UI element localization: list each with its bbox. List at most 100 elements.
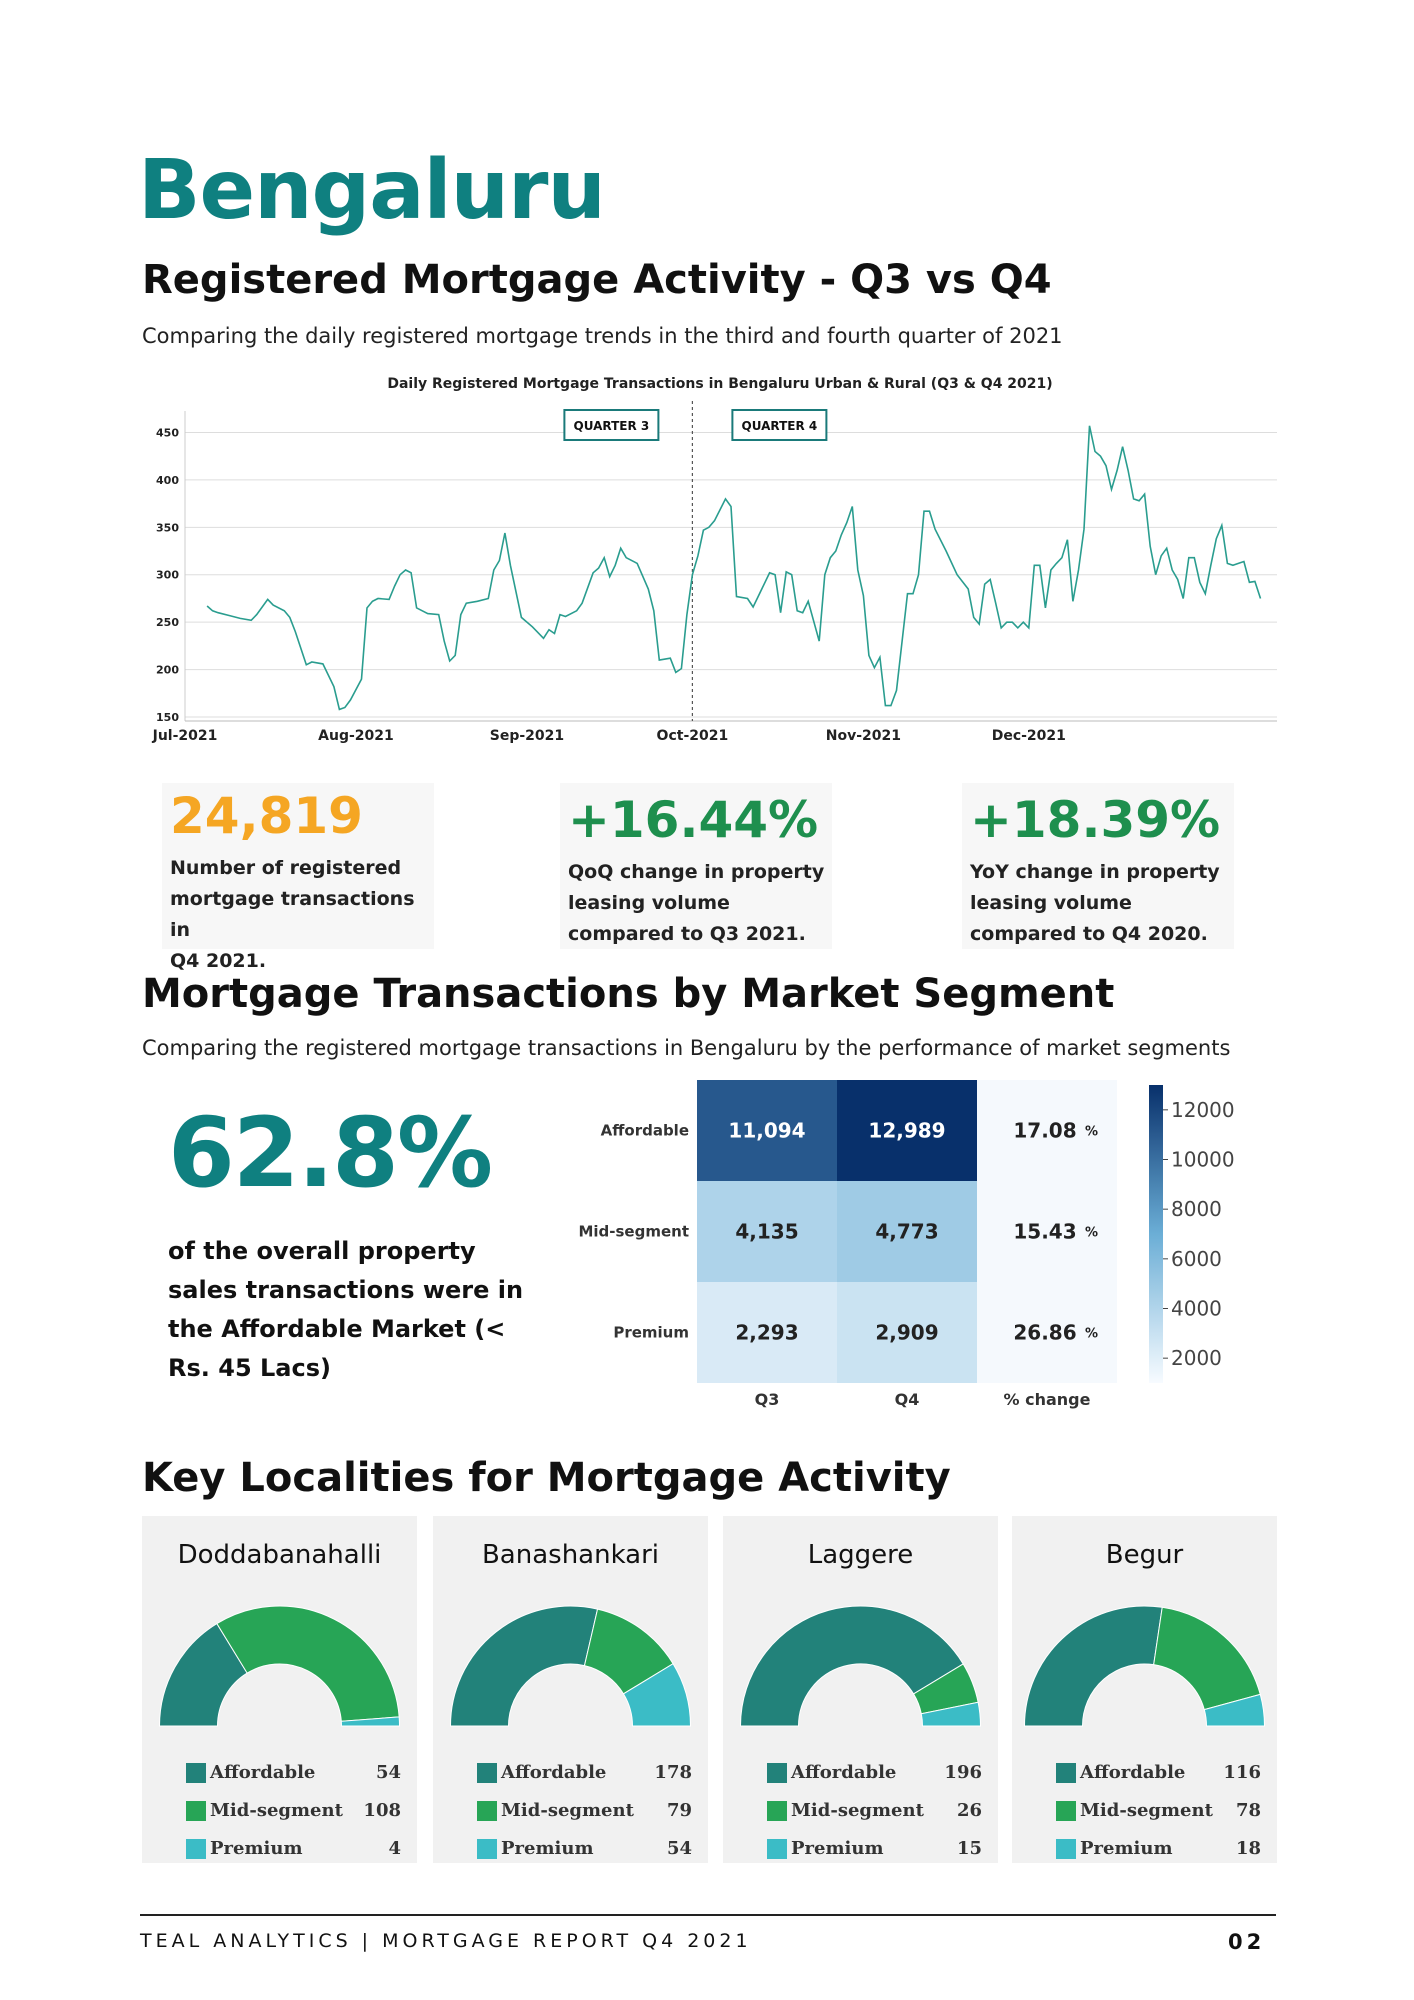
legend-label: Affordable	[1080, 1762, 1186, 1783]
locality-title: Begur	[1105, 1540, 1184, 1570]
stat-description: QoQ change in property leasing volume comp…	[568, 861, 825, 945]
legend-value: 54	[666, 1838, 692, 1859]
heatmap-colorbar	[1149, 1085, 1163, 1383]
legend-value: 15	[956, 1838, 982, 1859]
heatmap-row-label: Affordable	[601, 1122, 689, 1140]
locality-card: Laggere Affordable 196 Mid-segment 26 Premium…	[723, 1516, 998, 1863]
legend-label: Premium	[501, 1838, 594, 1859]
legend-value: 116	[1223, 1762, 1261, 1783]
legend-swatch	[1056, 1763, 1076, 1783]
donut-slice	[449, 1605, 599, 1727]
donut-slice	[1153, 1606, 1261, 1711]
quarter-label-box	[563, 409, 660, 441]
legend-value: 26	[956, 1800, 982, 1821]
locality-half-donut	[1023, 1605, 1266, 1727]
affordable-share-description: of the overall property sales transactio…	[168, 1237, 524, 1382]
heatmap-cell-value: 2,293	[735, 1321, 798, 1345]
heatmap-col-label: Q3	[755, 1390, 780, 1409]
legend-item: Premium 4	[186, 1838, 401, 1862]
legend-item: Premium 54	[477, 1838, 692, 1862]
footer-text: TEAL ANALYTICS | MORTGAGE REPORT Q4 2021	[140, 1930, 752, 1952]
legend-value: 196	[944, 1762, 982, 1783]
quarter-label-box	[731, 409, 828, 441]
stat-card-total: 24,819 Number of registered mortgage tran…	[162, 783, 434, 972]
donut-slice	[739, 1605, 964, 1727]
legend-label: Premium	[210, 1838, 303, 1859]
heatmap-cell-value: 11,094	[728, 1119, 805, 1143]
heatmap-cell	[697, 1282, 837, 1383]
legend-item: Mid-segment 79	[477, 1800, 692, 1824]
quarter-label: QUARTER 3	[574, 419, 650, 433]
donut-slice	[1203, 1693, 1266, 1727]
section-subtitle-market-segment: Comparing the registered mortgage transa…	[142, 1036, 1231, 1060]
legend-item: Premium 15	[767, 1838, 982, 1862]
legend-swatch	[186, 1763, 206, 1783]
x-tick-label: Aug-2021	[318, 728, 394, 744]
legend-item: Affordable 178	[477, 1762, 692, 1786]
heatmap-cell-value: 4,773	[875, 1220, 938, 1244]
donut-slice	[920, 1701, 982, 1727]
daily-mortgage-line-chart: Daily Registered Mortgage Transactions i…	[152, 376, 1277, 744]
city-title: Bengaluru	[138, 143, 606, 238]
legend-value: 79	[666, 1800, 692, 1821]
legend-item: Mid-segment 78	[1056, 1800, 1261, 1824]
donut-slice	[622, 1663, 692, 1727]
mortgage-series-line	[206, 425, 1262, 711]
donut-slice	[340, 1716, 401, 1727]
legend-label: Affordable	[791, 1762, 897, 1783]
page-number: 02	[1228, 1930, 1266, 1954]
heatmap-cell	[837, 1181, 977, 1282]
heatmap-pct-suffix: %	[1085, 1125, 1098, 1140]
heatmap-cell	[837, 1080, 977, 1181]
heatmap-pct-change: 26.86	[1013, 1321, 1076, 1345]
locality-card: Banashankari Affordable 178 Mid-segment 79 Pr…	[433, 1516, 708, 1863]
heatmap-cell-value: 12,989	[868, 1119, 945, 1143]
x-tick-label: Nov-2021	[826, 728, 901, 744]
heatmap-pct-change: 15.43	[1013, 1220, 1076, 1244]
locality-half-donut	[739, 1605, 982, 1727]
donut-slice	[216, 1605, 400, 1722]
legend-item: Premium 18	[1056, 1838, 1261, 1862]
heatmap-col-label: % change	[1004, 1390, 1091, 1409]
legend-value: 54	[375, 1762, 401, 1783]
colorbar-tick-label: 12000	[1171, 1098, 1235, 1122]
legend-swatch	[1056, 1839, 1076, 1859]
legend-label: Mid-segment	[210, 1800, 343, 1821]
quarter-label: QUARTER 4	[742, 419, 818, 433]
line-chart-title: Daily Registered Mortgage Transactions i…	[387, 376, 1052, 392]
legend-swatch	[186, 1839, 206, 1859]
y-tick-label: 200	[156, 664, 179, 677]
heatmap-cell-value: 2,909	[875, 1321, 938, 1345]
locality-title: Doddabanahalli	[177, 1540, 382, 1570]
legend-value: 18	[1235, 1838, 1261, 1859]
y-tick-label: 400	[156, 474, 179, 487]
stat-card-qoq: +16.44% QoQ change in property leasing vo…	[560, 783, 832, 949]
x-tick-label: Sep-2021	[490, 728, 564, 744]
x-tick-label: Jul-2021	[152, 728, 218, 744]
x-tick-label: Oct-2021	[657, 728, 729, 744]
legend-value: 78	[1235, 1800, 1261, 1821]
y-tick-label: 450	[156, 426, 179, 439]
heatmap-pct-suffix: %	[1085, 1327, 1098, 1342]
heatmap-change-cell	[977, 1080, 1117, 1181]
locality-title: Laggere	[807, 1540, 914, 1570]
heatmap-cell	[697, 1080, 837, 1181]
stat-description: YoY change in property leasing volume comp…	[970, 861, 1220, 945]
segment-heatmap: Affordable 11,094 12,989 17.08 % Mid-segment 4…	[578, 1080, 1235, 1409]
y-tick-label: 300	[156, 569, 179, 582]
legend-label: Mid-segment	[1080, 1800, 1213, 1821]
stat-value: +16.44%	[568, 791, 819, 849]
legend-swatch	[767, 1839, 787, 1859]
legend-label: Mid-segment	[501, 1800, 634, 1821]
section-title-key-localities: Key Localities for Mortgage Activity	[142, 1455, 951, 1501]
section-subtitle-mortgage-activity: Comparing the daily registered mortgage …	[142, 324, 1063, 348]
legend-swatch	[477, 1763, 497, 1783]
legend-label: Premium	[1080, 1838, 1173, 1859]
legend-item: Mid-segment 108	[186, 1800, 401, 1824]
section-title-mortgage-activity: Registered Mortgage Activity - Q3 vs Q4	[142, 257, 1052, 303]
legend-swatch	[186, 1801, 206, 1821]
stat-description: Number of registered mortgage transaction…	[170, 857, 415, 972]
legend-item: Affordable 196	[767, 1762, 982, 1786]
locality-card: Doddabanahalli Affordable 54 Mid-segment 108…	[142, 1516, 417, 1863]
stat-value: +18.39%	[970, 791, 1221, 849]
